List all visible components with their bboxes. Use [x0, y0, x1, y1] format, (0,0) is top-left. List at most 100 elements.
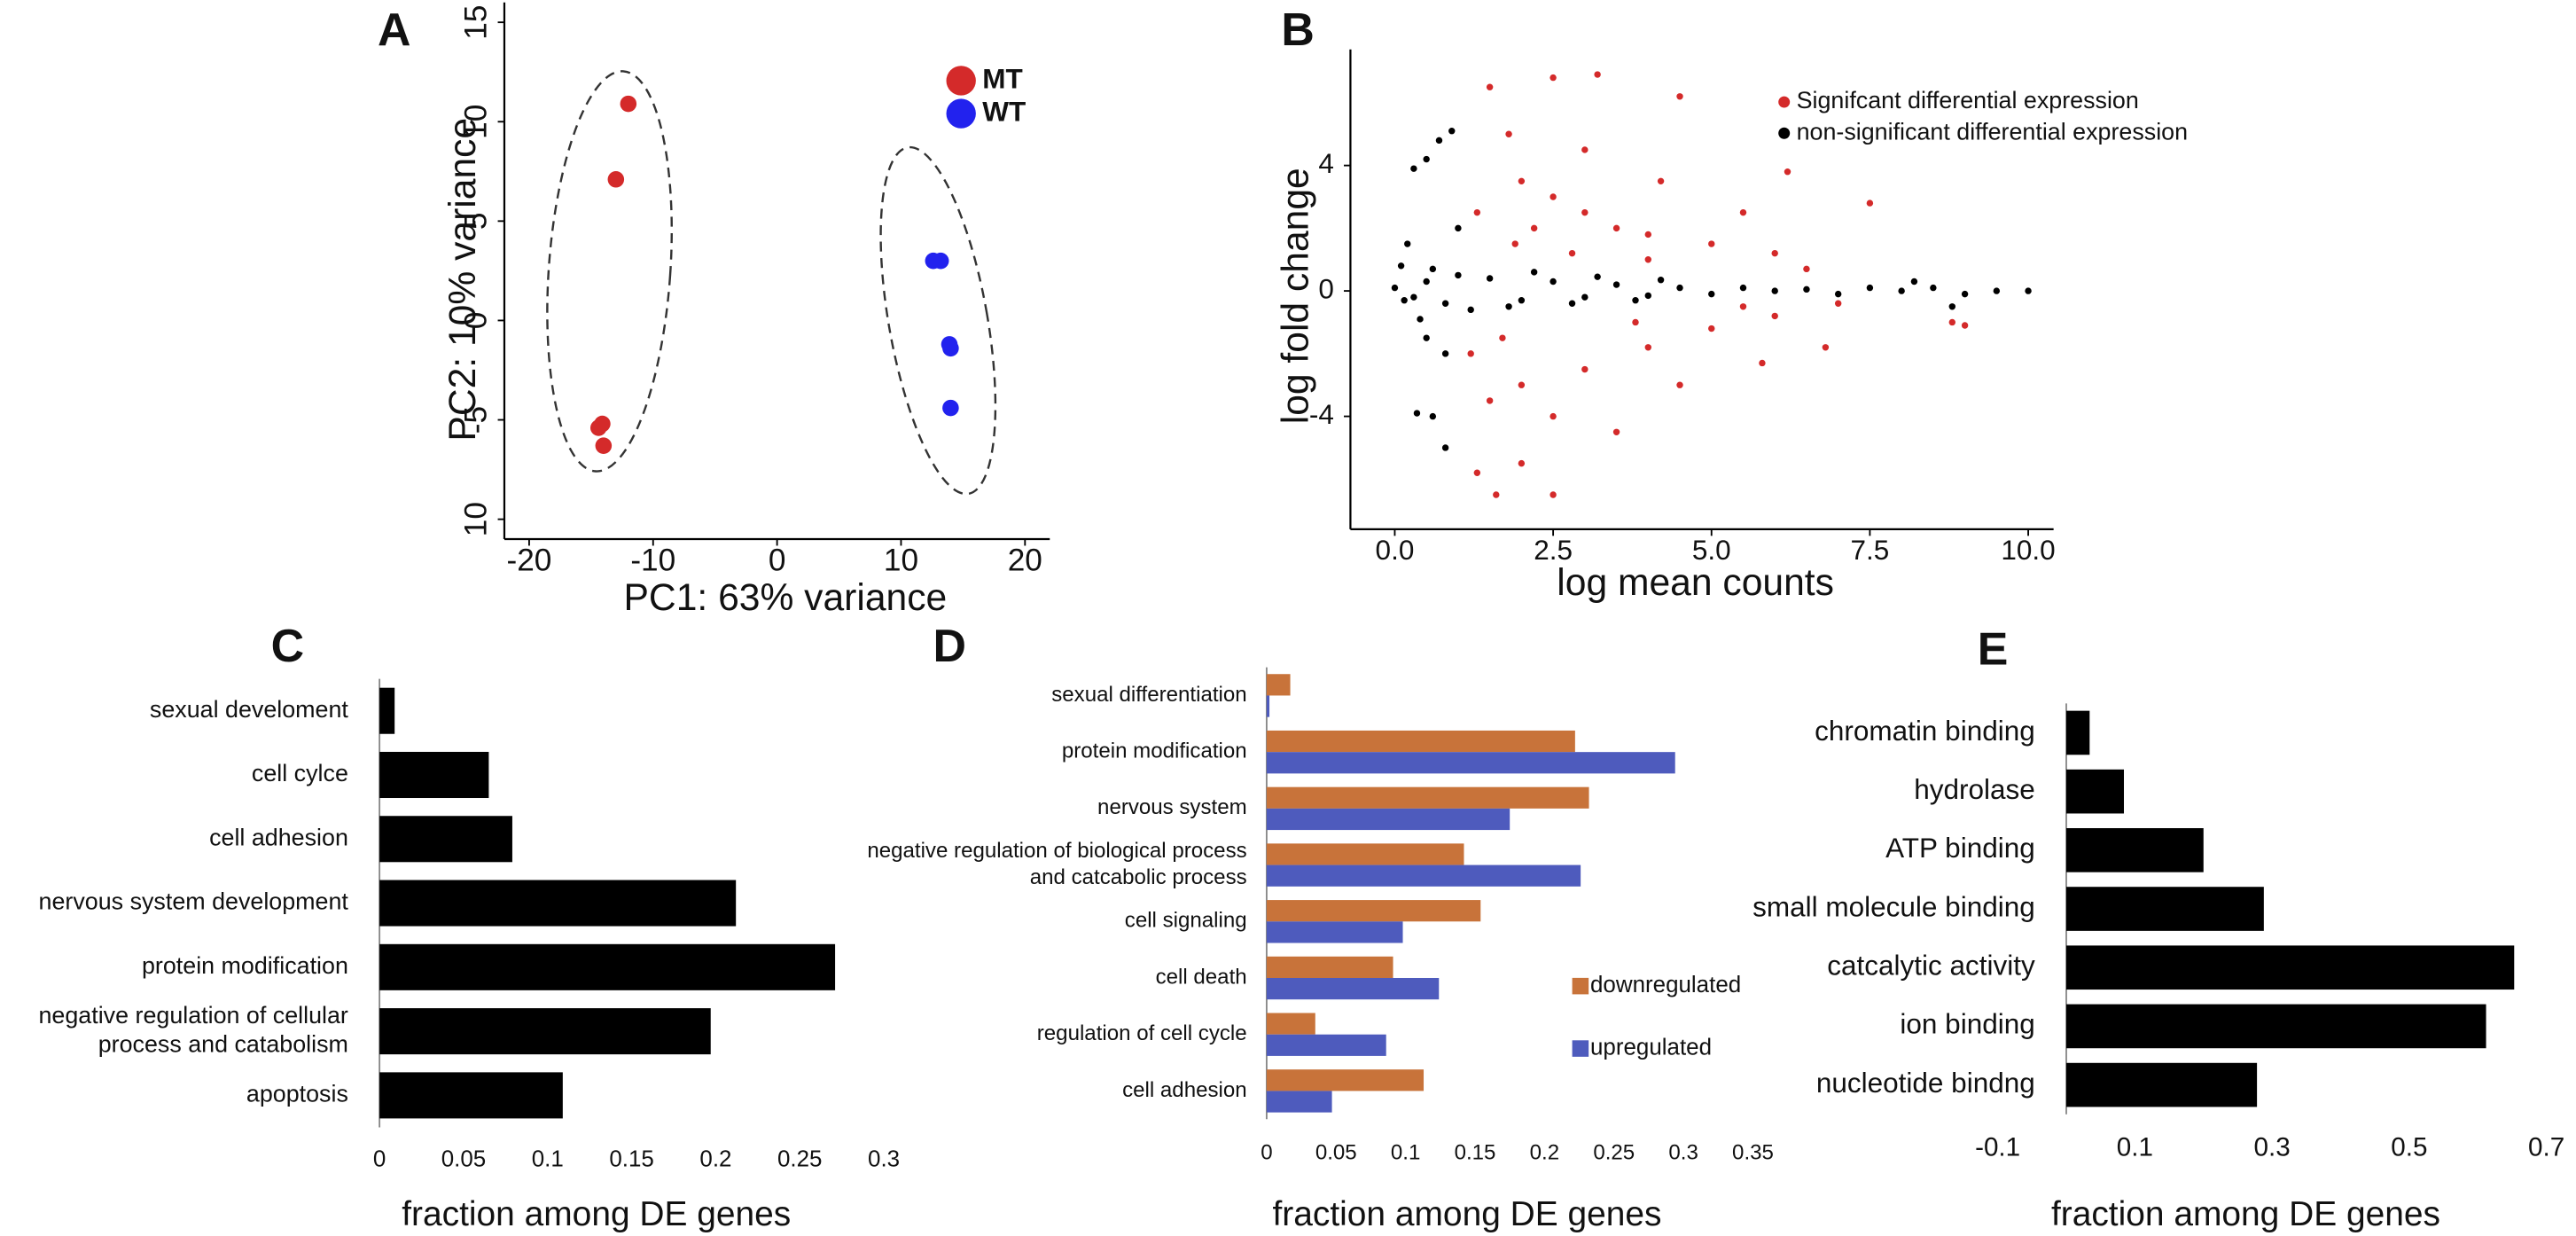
point	[1518, 459, 1526, 467]
legend-label: Signifcant differential expression	[1797, 87, 2139, 113]
category-label: cell adhesion	[209, 824, 348, 850]
x-axis-title: PC1: 63% variance	[624, 576, 948, 619]
y-tick-label: -4	[1309, 398, 1334, 430]
point	[1550, 412, 1557, 420]
x-tick-label: 0.3	[1668, 1141, 1698, 1165]
legend-marker	[1778, 127, 1791, 139]
bar	[2066, 945, 2515, 990]
point	[1401, 297, 1408, 304]
category-label: chromatin binding	[1815, 715, 2035, 747]
point	[1486, 397, 1494, 404]
category-label: sexual develoment	[150, 696, 349, 723]
x-tick-label: 0.7	[2528, 1132, 2564, 1162]
bar	[2066, 887, 2264, 931]
point	[1581, 146, 1589, 153]
point	[1898, 287, 1905, 294]
point	[1423, 278, 1430, 286]
x-tick-label: 10.0	[2001, 534, 2055, 566]
point	[1771, 287, 1778, 294]
bar	[379, 687, 395, 734]
x-tick-label: 0.25	[1593, 1141, 1635, 1165]
point	[1404, 240, 1411, 247]
bar	[379, 943, 836, 990]
point	[1568, 300, 1576, 307]
point	[1834, 300, 1842, 307]
bar	[2066, 1004, 2486, 1049]
point	[1441, 444, 1449, 451]
bar	[2066, 828, 2204, 872]
point	[1708, 325, 1715, 332]
y-tick-label: 5	[459, 213, 494, 231]
point	[942, 340, 959, 357]
point	[1391, 284, 1399, 292]
bar	[1266, 695, 1270, 717]
point	[1834, 290, 1842, 298]
category-label: cell adhesion	[1122, 1078, 1247, 1102]
point	[1739, 284, 1747, 292]
point	[1644, 256, 1652, 263]
x-tick-label: 0.05	[441, 1146, 486, 1171]
point	[1803, 286, 1810, 293]
point	[1612, 428, 1620, 435]
x-tick-label: 0.3	[2254, 1132, 2291, 1162]
bar	[2066, 710, 2090, 755]
bar	[1266, 786, 1589, 809]
y-axis-title: log fold change	[1274, 168, 1316, 424]
y-tick-label: -5	[459, 406, 494, 434]
category-label: and catcabolic process	[1030, 865, 1247, 889]
point	[1493, 491, 1500, 498]
point	[1455, 224, 1462, 232]
category-label: hydrolase	[1914, 773, 2035, 805]
y-tick-label: 0	[459, 312, 494, 330]
point	[1448, 128, 1456, 135]
point	[1866, 284, 1874, 292]
legend-label: upregulated	[1590, 1035, 1712, 1060]
point	[1530, 269, 1538, 276]
point	[1441, 350, 1449, 357]
category-label: nervous system	[1097, 795, 1247, 819]
category-label: regulation of cell cycle	[1037, 1021, 1247, 1045]
point	[1518, 381, 1526, 388]
legend-marker	[1778, 96, 1791, 108]
cluster-ellipse	[879, 145, 997, 496]
point	[1518, 297, 1526, 304]
bar	[1266, 977, 1440, 1000]
point	[1676, 381, 1683, 388]
bar	[1266, 752, 1675, 774]
point	[1505, 303, 1512, 310]
point	[1467, 306, 1474, 314]
x-tick-label: 2.5	[1534, 534, 1573, 566]
y-tick-label: 10	[459, 105, 494, 139]
point	[1676, 284, 1683, 292]
x-tick-label: -10	[630, 543, 675, 577]
bar	[379, 880, 737, 927]
cluster-ellipse	[546, 70, 673, 473]
category-label: cell signaling	[1125, 909, 1247, 933]
point	[1550, 193, 1557, 200]
x-tick-label: 0.0	[1376, 534, 1415, 566]
category-label: protein modification	[1062, 739, 1247, 763]
point	[1822, 344, 1830, 351]
x-axis-title: fraction among DE genes	[402, 1195, 791, 1233]
point	[1473, 208, 1481, 216]
legend-marker	[946, 66, 976, 96]
category-label: negative regulation of cellular	[38, 1002, 347, 1029]
point	[1429, 265, 1437, 273]
category-label: cell cylce	[252, 760, 348, 786]
bar	[379, 816, 512, 863]
bar	[1266, 1069, 1425, 1091]
point	[1413, 410, 1421, 417]
point	[932, 252, 949, 270]
legend-label: non-significant differential expression	[1797, 118, 2188, 145]
point	[620, 95, 637, 113]
y-tick-label: 15	[459, 5, 494, 40]
point	[1993, 287, 2001, 294]
point	[1505, 130, 1512, 137]
panel-letter: B	[1281, 4, 1314, 55]
panel-letter: C	[271, 620, 304, 671]
point	[1417, 316, 1424, 323]
category-label: cell death	[1156, 965, 1247, 989]
category-label: sexual differentiation	[1051, 683, 1246, 707]
